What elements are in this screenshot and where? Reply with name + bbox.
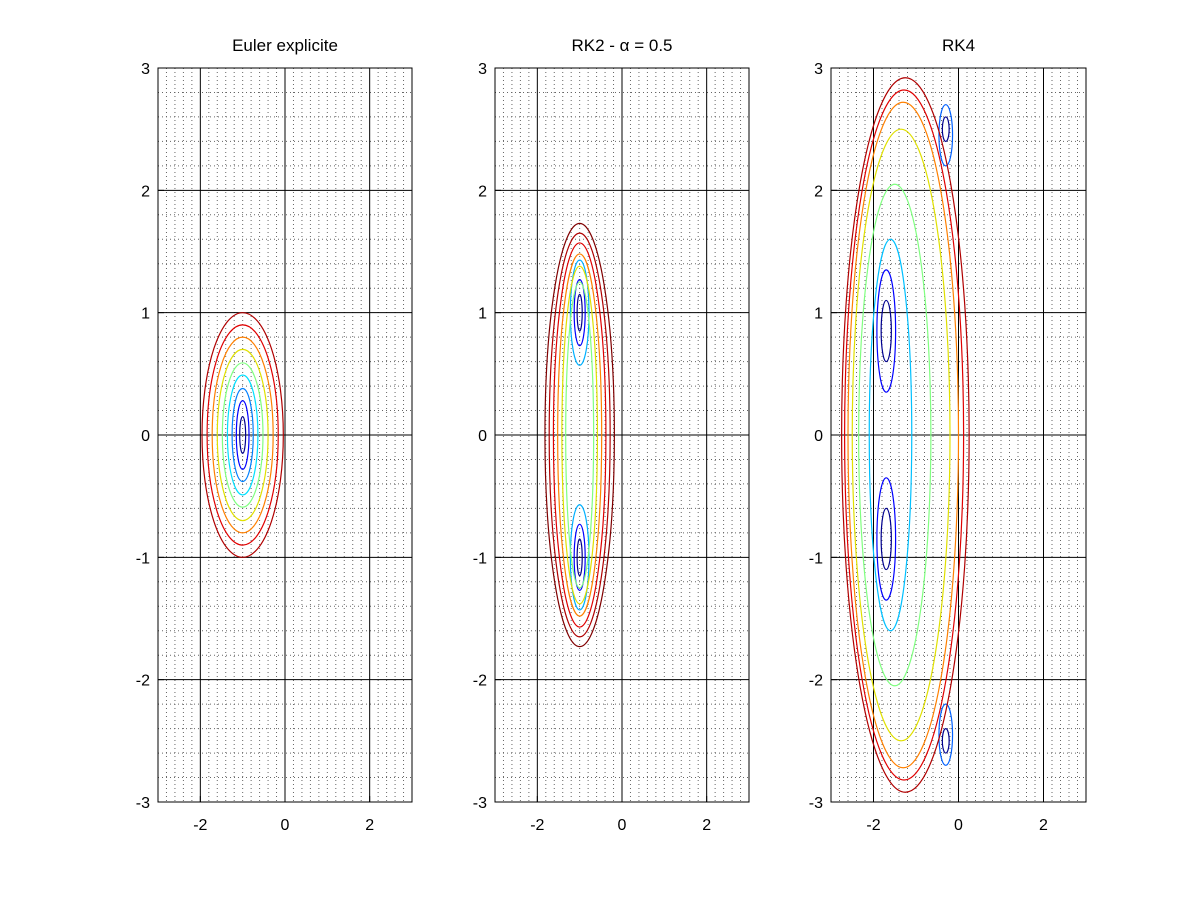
contour-line — [221, 362, 264, 508]
y-tick-label: -1 — [473, 550, 487, 567]
subplot-2: -2 0 2 -3 -2 -1 0 1 2 3 RK2 - α = 0.5 — [473, 36, 750, 834]
contour-line — [211, 336, 274, 534]
y-tick-label: 2 — [814, 183, 823, 200]
contour-line — [561, 265, 599, 605]
y-tick-label: 0 — [814, 428, 823, 445]
contour-line — [544, 222, 615, 648]
contour-line — [841, 77, 970, 793]
contour-line — [569, 504, 590, 611]
contour-line — [876, 477, 897, 601]
contour-line — [876, 269, 897, 393]
y-tick-label: 2 — [478, 183, 487, 200]
contour-line — [201, 312, 284, 558]
contour-line — [206, 324, 279, 546]
x-tick-label: 0 — [954, 817, 963, 834]
contour-line — [941, 116, 950, 143]
contour-line — [226, 374, 259, 496]
x-tick-label: -2 — [193, 817, 207, 834]
y-tick-label: -2 — [136, 673, 150, 690]
y-tick-label: -1 — [809, 550, 823, 567]
contour-line — [938, 703, 954, 766]
contour-line — [576, 538, 583, 577]
x-tick-label: -2 — [866, 817, 880, 834]
contour-line — [565, 281, 595, 589]
subplot-1: -2 0 2 -3 -2 -1 0 1 2 3 Euler explicite — [136, 36, 413, 834]
subplot-title: RK4 — [942, 36, 975, 55]
contour-line — [573, 279, 586, 347]
x-tick-label: 0 — [618, 817, 627, 834]
contour-line — [941, 727, 950, 754]
y-tick-label: -2 — [809, 673, 823, 690]
contour-line — [858, 183, 932, 687]
y-tick-label: 0 — [478, 428, 487, 445]
y-tick-label: 3 — [478, 61, 487, 78]
y-tick-label: 1 — [814, 306, 823, 323]
y-tick-label: -3 — [473, 795, 487, 812]
x-tick-label: 2 — [1039, 817, 1048, 834]
y-tick-label: 3 — [814, 61, 823, 78]
contour-line — [576, 293, 583, 332]
contour-line — [880, 507, 892, 571]
contour-line — [235, 400, 250, 470]
contour-line — [548, 232, 611, 638]
contour-line — [569, 259, 590, 366]
y-tick-label: -3 — [809, 795, 823, 812]
contour-line — [938, 104, 954, 167]
contour-line — [847, 101, 960, 769]
contour-line — [216, 348, 269, 522]
x-tick-label: -2 — [530, 817, 544, 834]
subplot-3: -2 0 2 -3 -2 -1 0 1 2 3 RK4 — [809, 36, 1087, 834]
contour-line — [239, 416, 247, 454]
y-tick-label: 1 — [478, 306, 487, 323]
contour-line — [552, 242, 607, 628]
contour-line — [880, 299, 892, 363]
contour-line — [573, 523, 586, 591]
y-tick-label: 0 — [141, 428, 150, 445]
x-tick-label: 0 — [281, 817, 290, 834]
x-tick-label: 2 — [702, 817, 711, 834]
subplot-title: Euler explicite — [232, 36, 338, 55]
y-tick-label: -3 — [136, 795, 150, 812]
subplot-title: RK2 - α = 0.5 — [571, 36, 672, 55]
y-tick-label: -2 — [473, 673, 487, 690]
contour-line — [851, 128, 951, 742]
contour-line — [231, 387, 254, 483]
contour-line — [557, 253, 603, 617]
y-tick-label: 2 — [141, 183, 150, 200]
y-tick-label: 3 — [141, 61, 150, 78]
y-tick-label: 1 — [141, 306, 150, 323]
contour-line — [868, 238, 913, 632]
y-tick-label: -1 — [136, 550, 150, 567]
contour-line — [843, 89, 965, 781]
x-tick-label: 2 — [365, 817, 374, 834]
